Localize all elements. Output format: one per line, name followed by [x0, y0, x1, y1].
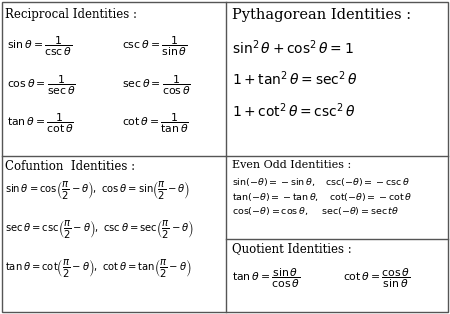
Text: Reciprocal Identities :: Reciprocal Identities :	[5, 8, 137, 21]
Text: Cofuntion  Identities :: Cofuntion Identities :	[5, 160, 135, 173]
Text: $\tan\theta=\cot\!\left(\dfrac{\pi}{2}-\theta\right),\ \cot\theta=\tan\!\left(\d: $\tan\theta=\cot\!\left(\dfrac{\pi}{2}-\…	[5, 257, 192, 279]
Text: $\csc\theta=\dfrac{1}{\sin\theta}$: $\csc\theta=\dfrac{1}{\sin\theta}$	[122, 35, 187, 58]
Text: $\cot\theta=\dfrac{1}{\tan\theta}$: $\cot\theta=\dfrac{1}{\tan\theta}$	[122, 112, 189, 135]
Text: $\tan(-\theta)=-\tan\theta,\quad\cot(-\theta)=-\cot\theta$: $\tan(-\theta)=-\tan\theta,\quad\cot(-\t…	[232, 191, 412, 203]
Text: $\sin(-\theta)=-\sin\theta,\quad\csc(-\theta)=-\csc\theta$: $\sin(-\theta)=-\sin\theta,\quad\csc(-\t…	[232, 176, 410, 188]
Text: $\sin\theta=\dfrac{1}{\csc\theta}$: $\sin\theta=\dfrac{1}{\csc\theta}$	[7, 35, 72, 58]
Text: $\tan\theta=\dfrac{1}{\cot\theta}$: $\tan\theta=\dfrac{1}{\cot\theta}$	[7, 112, 74, 135]
Text: Even Odd Identities :: Even Odd Identities :	[232, 160, 351, 170]
Text: $\sec\theta=\csc\!\left(\dfrac{\pi}{2}-\theta\right),\ \csc\theta=\sec\!\left(\d: $\sec\theta=\csc\!\left(\dfrac{\pi}{2}-\…	[5, 218, 194, 240]
Text: Quotient Identities :: Quotient Identities :	[232, 242, 351, 255]
Text: $\sin^{2}\theta+\cos^{2}\theta=1$: $\sin^{2}\theta+\cos^{2}\theta=1$	[232, 38, 354, 57]
Text: $1+\tan^{2}\theta=\sec^{2}\theta$: $1+\tan^{2}\theta=\sec^{2}\theta$	[232, 70, 357, 88]
Text: $\sec\theta=\dfrac{1}{\cos\theta}$: $\sec\theta=\dfrac{1}{\cos\theta}$	[122, 73, 190, 96]
Text: $\cos\theta=\dfrac{1}{\sec\theta}$: $\cos\theta=\dfrac{1}{\sec\theta}$	[7, 73, 76, 96]
Text: Pythagorean Identities :: Pythagorean Identities :	[232, 8, 411, 22]
Text: $1+\cot^{2}\theta=\csc^{2}\theta$: $1+\cot^{2}\theta=\csc^{2}\theta$	[232, 101, 356, 120]
Text: $\cos(-\theta)=\cos\theta,\quad\ \sec(-\theta)=\sec t\theta$: $\cos(-\theta)=\cos\theta,\quad\ \sec(-\…	[232, 205, 399, 217]
Text: $\cot\theta=\dfrac{\cos\theta}{\sin\theta}$: $\cot\theta=\dfrac{\cos\theta}{\sin\thet…	[343, 266, 410, 290]
Text: $\sin\theta=\cos\!\left(\dfrac{\pi}{2}-\theta\right),\ \cos\theta=\sin\!\left(\d: $\sin\theta=\cos\!\left(\dfrac{\pi}{2}-\…	[5, 179, 190, 201]
Text: $\tan\theta=\dfrac{\sin\theta}{\cos\theta}$: $\tan\theta=\dfrac{\sin\theta}{\cos\thet…	[232, 266, 300, 290]
